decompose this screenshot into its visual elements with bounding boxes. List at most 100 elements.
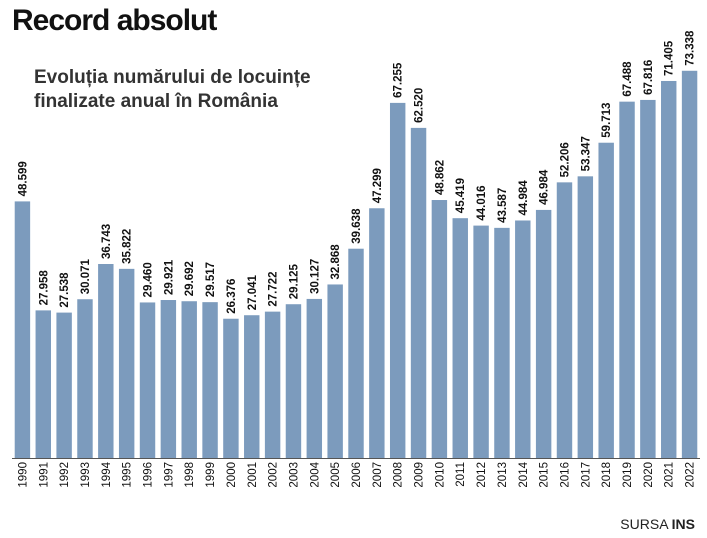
bar-2022 (681, 70, 698, 458)
bar-1996 (139, 302, 156, 458)
value-label-2002: 27.722 (268, 271, 280, 306)
tick-label-2012: 2012 (476, 462, 488, 488)
value-label-2022: 73.338 (685, 30, 697, 66)
bar-2011 (452, 218, 468, 458)
value-label-2003: 29.125 (288, 263, 300, 299)
tick-label-2022: 2022 (685, 462, 697, 488)
bar-1999 (202, 302, 218, 458)
tick-label-1991: 1991 (38, 462, 50, 488)
tick-label-2017: 2017 (580, 462, 592, 488)
bar-2009 (410, 127, 427, 458)
bar-2005 (327, 284, 343, 458)
tick-label-2000: 2000 (226, 462, 238, 488)
tick-label-2008: 2008 (393, 462, 405, 488)
value-label-1992: 27.538 (59, 272, 71, 308)
bar-2021 (661, 80, 677, 458)
bar-2020 (640, 99, 656, 459)
tick-label-1997: 1997 (163, 462, 175, 488)
value-label-2010: 48.862 (434, 160, 446, 195)
bar-2006 (348, 248, 364, 458)
value-label-1995: 35.822 (122, 229, 134, 264)
source-prefix: SURSA (620, 516, 668, 532)
bar-2001 (244, 315, 260, 458)
tick-label-2016: 2016 (559, 462, 571, 488)
bar-2014 (515, 220, 531, 458)
tick-label-2002: 2002 (268, 462, 280, 488)
bar-2017 (577, 176, 594, 458)
value-label-2012: 44.016 (476, 185, 488, 220)
bar-1991 (35, 310, 51, 458)
value-label-1994: 36.743 (101, 224, 113, 259)
tick-label-1995: 1995 (122, 462, 134, 488)
value-label-2013: 43.587 (497, 188, 509, 223)
tick-label-2010: 2010 (434, 462, 446, 488)
bar-1997 (160, 300, 177, 458)
tick-label-1998: 1998 (184, 462, 196, 488)
bar-1992 (56, 312, 72, 458)
value-label-2006: 39.638 (351, 208, 363, 244)
bar-1998 (181, 301, 197, 458)
bar-1994 (98, 264, 114, 458)
bar-2003 (285, 304, 302, 458)
chart-title: Record absolut (12, 4, 217, 37)
value-label-1990: 48.599 (17, 161, 29, 196)
bar-1990 (14, 201, 31, 458)
bar-2019 (619, 101, 635, 458)
value-label-2015: 46.984 (539, 169, 551, 205)
bar-2012 (473, 225, 489, 458)
value-label-2007: 47.299 (372, 168, 384, 203)
value-label-1998: 29.692 (184, 261, 196, 296)
bar-2015 (535, 209, 552, 458)
bar-2000 (223, 318, 239, 458)
value-label-2020: 67.816 (643, 60, 655, 95)
tick-label-2019: 2019 (622, 462, 634, 488)
bar-2008 (389, 102, 406, 458)
tick-label-1990: 1990 (17, 462, 29, 488)
bar-2004 (306, 298, 323, 458)
bar-1993 (77, 299, 93, 458)
value-label-2009: 62.520 (414, 88, 426, 123)
source-name: INS (671, 516, 695, 532)
tick-label-2007: 2007 (372, 462, 384, 488)
value-label-2011: 45.419 (455, 178, 467, 213)
value-label-2004: 30.127 (309, 259, 321, 294)
value-label-1996: 29.460 (143, 262, 155, 297)
value-label-2021: 71.405 (664, 40, 676, 76)
tick-label-1992: 1992 (59, 462, 71, 488)
tick-label-2020: 2020 (643, 462, 655, 488)
bar-2010 (431, 200, 448, 458)
bar-1995 (118, 268, 135, 458)
tick-label-2014: 2014 (518, 461, 530, 487)
tick-label-2015: 2015 (539, 462, 551, 488)
value-label-2008: 67.255 (393, 62, 405, 98)
value-label-2016: 52.206 (559, 142, 571, 177)
tick-label-2005: 2005 (330, 462, 342, 488)
value-label-1999: 29.517 (205, 262, 217, 297)
chart-subtitle: Evoluția numărului de locuințe finalizat… (34, 67, 311, 112)
value-label-2014: 44.984 (518, 180, 530, 216)
tick-label-1996: 1996 (143, 462, 155, 488)
value-label-1991: 27.958 (38, 270, 50, 306)
tick-label-2001: 2001 (247, 462, 259, 488)
tick-label-1993: 1993 (80, 462, 92, 488)
tick-label-2004: 2004 (309, 461, 321, 487)
tick-label-2021: 2021 (664, 462, 676, 488)
tick-label-2011: 2011 (455, 462, 467, 487)
source-note: SURSA INS (620, 516, 695, 532)
tick-label-1994: 1994 (101, 461, 113, 487)
value-label-2017: 53.347 (580, 136, 592, 171)
bar-2018 (598, 142, 614, 458)
value-label-2000: 26.376 (226, 279, 238, 314)
value-label-1993: 30.071 (80, 258, 92, 294)
value-label-2018: 59.713 (601, 103, 613, 138)
tick-label-2006: 2006 (351, 462, 363, 488)
bar-2007 (369, 208, 385, 458)
tick-label-1999: 1999 (205, 462, 217, 488)
bar-2013 (494, 227, 510, 458)
tick-label-2009: 2009 (414, 462, 426, 488)
bar-2016 (556, 182, 573, 458)
value-label-2019: 67.488 (622, 61, 634, 97)
tick-label-2013: 2013 (497, 462, 509, 488)
tick-label-2018: 2018 (601, 462, 613, 488)
